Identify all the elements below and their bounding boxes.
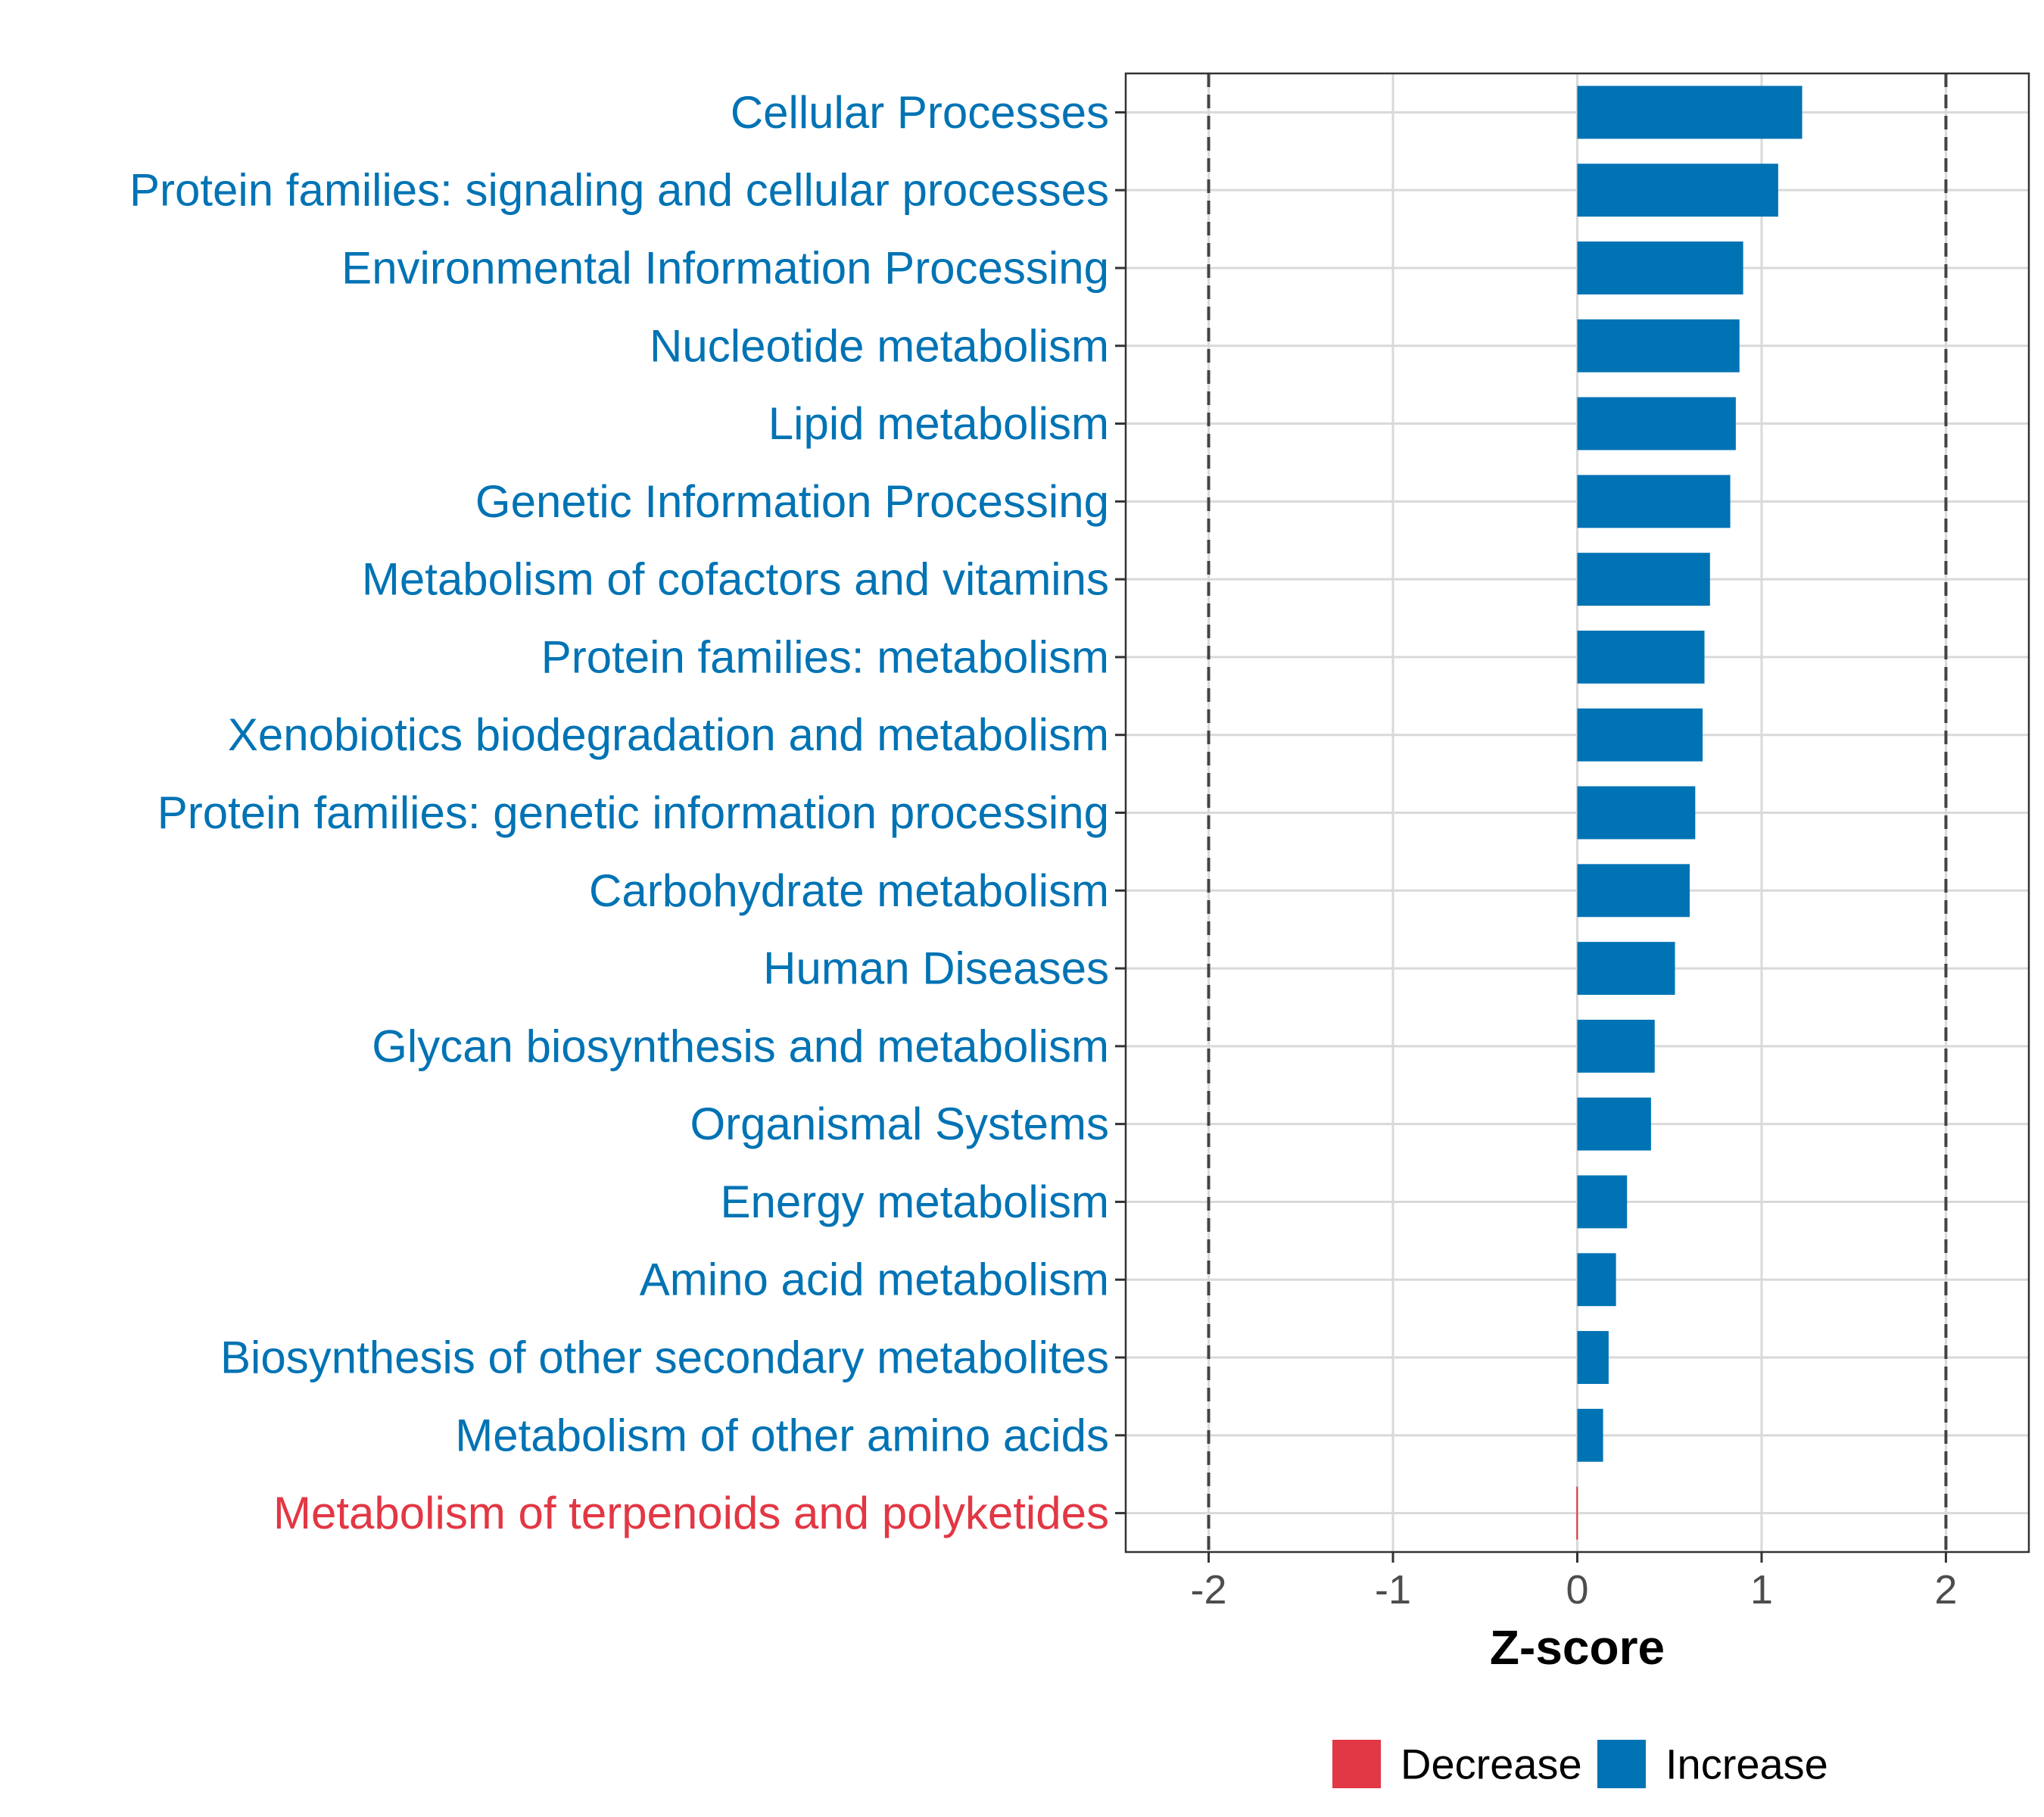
bar-protein-families-metabolism (1577, 630, 1705, 684)
bar-protein-families-signaling-and-cellular-processes (1577, 164, 1778, 217)
category-label: Environmental Information Processing (341, 242, 1109, 293)
x-tick-label: 1 (1750, 1567, 1773, 1613)
bar-nucleotide-metabolism (1577, 319, 1740, 372)
bar-organismal-systems (1577, 1097, 1651, 1151)
category-label: Carbohydrate metabolism (589, 865, 1109, 916)
bars (1576, 86, 1803, 1540)
legend: Decrease Increase (1332, 1740, 1828, 1788)
x-ticks: -2 -1 0 1 2 (1191, 1552, 1957, 1613)
bar-metabolism-of-cofactors-and-vitamins (1577, 553, 1710, 606)
bar-environmental-information-processing (1577, 242, 1743, 295)
legend-key-increase (1597, 1740, 1646, 1788)
legend-label-increase: Increase (1665, 1741, 1828, 1788)
category-label: Amino acid metabolism (640, 1254, 1109, 1305)
category-label: Energy metabolism (720, 1177, 1109, 1227)
category-label: Human Diseases (763, 943, 1109, 994)
bar-lipid-metabolism (1577, 397, 1736, 450)
bar-energy-metabolism (1577, 1175, 1628, 1229)
category-label: Metabolism of other amino acids (455, 1410, 1109, 1460)
y-ticks (1115, 111, 1126, 1515)
category-label: Organismal Systems (690, 1099, 1109, 1149)
bar-glycan-biosynthesis-and-metabolism (1577, 1019, 1655, 1073)
x-axis-title: Z-score (1490, 1620, 1665, 1675)
bar-biosynthesis-of-other-secondary-metabolites (1577, 1331, 1609, 1384)
category-label: Protein families: genetic information pr… (157, 787, 1109, 838)
category-label: Lipid metabolism (768, 398, 1109, 449)
x-tick-label: -2 (1191, 1567, 1227, 1613)
reference-lines (1207, 73, 1948, 1552)
bar-amino-acid-metabolism (1577, 1253, 1616, 1307)
category-label: Glycan biosynthesis and metabolism (372, 1021, 1109, 1071)
category-label: Cellular Processes (731, 87, 1109, 138)
category-label: Biosynthesis of other secondary metaboli… (220, 1332, 1109, 1383)
bar-metabolism-of-terpenoids-and-polyketides (1576, 1486, 1578, 1540)
bar-cellular-processes (1577, 86, 1803, 139)
category-label: Protein families: signaling and cellular… (129, 165, 1109, 216)
x-tick-label: 2 (1934, 1567, 1957, 1613)
bar-carbohydrate-metabolism (1577, 864, 1690, 918)
category-label: Metabolism of cofactors and vitamins (362, 554, 1109, 605)
legend-key-decrease (1332, 1740, 1381, 1788)
bar-metabolism-of-other-amino-acids (1577, 1408, 1603, 1462)
category-labels: Cellular Processes Protein families: sign… (129, 87, 1109, 1538)
category-label: Xenobiotics biodegradation and metabolis… (228, 709, 1109, 760)
category-label: Protein families: metabolism (541, 631, 1109, 682)
category-label: Genetic Information Processing (475, 476, 1109, 527)
bar-human-diseases (1577, 942, 1675, 996)
legend-label-decrease: Decrease (1401, 1741, 1582, 1788)
category-label: Nucleotide metabolism (650, 320, 1109, 371)
bar-protein-families-genetic-information-processing (1577, 786, 1696, 840)
x-tick-label: 0 (1566, 1567, 1588, 1613)
bar-genetic-information-processing (1577, 475, 1731, 528)
x-tick-label: -1 (1375, 1567, 1411, 1613)
category-label: Metabolism of terpenoids and polyketides (273, 1488, 1109, 1538)
bar-xenobiotics-biodegradation-and-metabolism (1577, 708, 1703, 762)
